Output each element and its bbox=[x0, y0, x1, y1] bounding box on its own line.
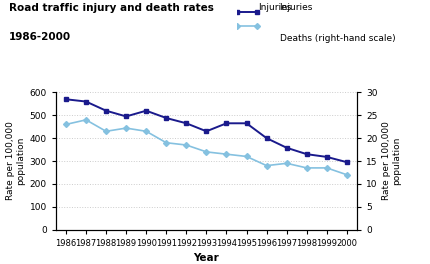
Line: Injuries: Injuries bbox=[64, 97, 349, 165]
Deaths (right-hand scale) bbox=[324, 166, 329, 169]
Deaths (right-hand scale) bbox=[344, 173, 350, 176]
Injuries bbox=[104, 109, 109, 112]
Injuries bbox=[123, 115, 129, 118]
Y-axis label: Rate per 100,000
population: Rate per 100,000 population bbox=[381, 122, 401, 200]
Injuries bbox=[324, 155, 329, 158]
Injuries bbox=[244, 122, 249, 125]
Injuries bbox=[63, 98, 68, 101]
Deaths (right-hand scale) bbox=[304, 166, 309, 169]
Deaths (right-hand scale) bbox=[244, 155, 249, 158]
Injuries bbox=[224, 122, 229, 125]
Text: Deaths (right-hand scale): Deaths (right-hand scale) bbox=[280, 34, 395, 43]
Deaths (right-hand scale) bbox=[123, 126, 129, 130]
Deaths (right-hand scale) bbox=[264, 164, 269, 167]
Deaths (right-hand scale) bbox=[184, 143, 189, 147]
Text: Road traffic injury and death rates: Road traffic injury and death rates bbox=[9, 3, 213, 13]
Injuries bbox=[144, 109, 149, 112]
Deaths (right-hand scale) bbox=[204, 150, 209, 153]
Deaths (right-hand scale) bbox=[83, 118, 89, 121]
Injuries bbox=[264, 136, 269, 140]
Deaths (right-hand scale) bbox=[144, 130, 149, 133]
Deaths (right-hand scale) bbox=[104, 130, 109, 133]
Injuries bbox=[184, 122, 189, 125]
X-axis label: Year: Year bbox=[194, 253, 219, 263]
Text: 1986-2000: 1986-2000 bbox=[9, 32, 71, 42]
Line: Deaths (right-hand scale): Deaths (right-hand scale) bbox=[64, 118, 349, 177]
Injuries bbox=[164, 116, 169, 120]
Y-axis label: Rate per 100,000
population: Rate per 100,000 population bbox=[6, 122, 25, 200]
Injuries bbox=[83, 100, 89, 103]
Injuries bbox=[284, 146, 289, 149]
Text: Injuries: Injuries bbox=[258, 3, 292, 12]
Injuries bbox=[304, 153, 309, 156]
Injuries bbox=[204, 130, 209, 133]
Deaths (right-hand scale) bbox=[224, 153, 229, 156]
Text: Injuries: Injuries bbox=[280, 3, 313, 12]
Deaths (right-hand scale) bbox=[284, 162, 289, 165]
Deaths (right-hand scale) bbox=[63, 123, 68, 126]
Deaths (right-hand scale) bbox=[164, 141, 169, 144]
Injuries bbox=[344, 161, 350, 164]
